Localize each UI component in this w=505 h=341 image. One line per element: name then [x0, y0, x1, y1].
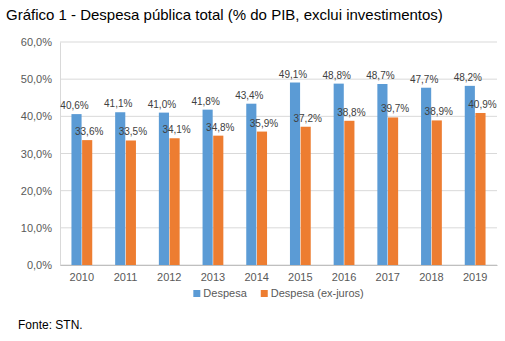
x-tick-label: 2019: [463, 271, 487, 283]
x-tick-label: 2018: [419, 271, 443, 283]
bar: [344, 121, 354, 265]
bar: [213, 136, 223, 265]
x-tick: 2019: [463, 265, 487, 283]
y-tick-label: 0,0%: [27, 259, 52, 271]
y-axis-line: [60, 43, 61, 266]
y-tick-label: 20,0%: [21, 185, 52, 197]
grid-line: [60, 42, 497, 43]
bar: [388, 117, 398, 265]
legend-swatch: [193, 290, 200, 297]
y-tick: 0,0%: [27, 259, 60, 271]
legend-item: Despesa: [193, 287, 247, 299]
bar: [126, 140, 136, 265]
y-axis: 0,0% 10,0% 20,0% 30,0% 40,0% 50,0% 60,0%: [21, 36, 61, 271]
data-label: 41,0%: [148, 99, 176, 110]
x-tick: 2014: [244, 265, 268, 283]
data-label: 41,8%: [191, 96, 219, 107]
bar: [432, 120, 442, 265]
x-tick: 2015: [288, 265, 312, 283]
x-tick-label: 2015: [288, 271, 312, 283]
bar: [170, 138, 180, 265]
bar: [290, 83, 300, 265]
legend-swatch: [261, 290, 268, 297]
data-label: 34,1%: [162, 124, 190, 135]
data-label: 38,8%: [337, 107, 365, 118]
y-tick: 50,0%: [21, 73, 60, 85]
data-label: 35,9%: [250, 118, 278, 129]
data-label: 41,1%: [104, 98, 132, 109]
data-label: 34,8%: [206, 122, 234, 133]
x-tick: 2016: [332, 265, 356, 283]
grid-line: [60, 190, 497, 191]
source: Fonte: STN.: [18, 318, 83, 332]
y-tick: 30,0%: [21, 148, 60, 160]
data-label: 49,1%: [279, 69, 307, 80]
y-tick: 20,0%: [21, 185, 60, 197]
x-tick: 2013: [201, 265, 225, 283]
legend-item: Despesa (ex-juros): [261, 287, 364, 299]
bar: [159, 113, 169, 265]
bar: [301, 127, 311, 265]
bar: [465, 86, 475, 265]
grid: [60, 42, 497, 265]
x-tick: 2011: [114, 265, 138, 283]
bar: [475, 113, 485, 265]
data-label: 43,4%: [235, 90, 263, 101]
data-label: 33,5%: [119, 126, 147, 137]
x-tick-label: 2017: [376, 271, 400, 283]
title: Gráfico 1 - Despesa pública total (% do …: [6, 6, 443, 23]
grid-line: [60, 265, 497, 266]
plot: 0,0%10,0%20,0%30,0%40,0%50,0%60,0%201020…: [21, 36, 498, 283]
bars: [71, 83, 485, 265]
bar: [257, 132, 267, 265]
data-labels: 40,6% 41,1% 41,0% 41,8% 43,4% 49,1% 48,8% 48,7%…: [60, 69, 496, 138]
x-axis-line: [61, 265, 498, 266]
y-tick: 60,0%: [21, 36, 60, 48]
y-tick-label: 10,0%: [21, 222, 52, 234]
data-label: 48,8%: [323, 70, 351, 81]
x-tick-label: 2016: [332, 271, 356, 283]
legend: Despesa Despesa (ex-juros): [193, 287, 363, 299]
x-tick-label: 2012: [157, 271, 181, 283]
chart: Gráfico 1 - Despesa pública total (% do …: [0, 0, 505, 341]
data-label: 40,6%: [60, 100, 88, 111]
y-tick-label: 60,0%: [21, 36, 52, 48]
data-label: 40,9%: [468, 99, 496, 110]
x-tick-label: 2013: [201, 271, 225, 283]
x-tick: 2018: [419, 265, 443, 283]
y-tick-label: 30,0%: [21, 148, 52, 160]
data-label: 48,7%: [366, 70, 394, 81]
data-label: 48,2%: [454, 72, 482, 83]
grid-line: [60, 227, 497, 228]
y-tick-label: 40,0%: [21, 110, 52, 122]
x-tick: 2012: [157, 265, 181, 283]
y-tick: 10,0%: [21, 222, 60, 234]
data-label: 38,9%: [425, 106, 453, 117]
x-tick-label: 2010: [70, 271, 94, 283]
x-axis: 2010 2011 2012 2013 2014 2015 2016 2017 2018 2019: [61, 265, 498, 283]
x-tick: 2010: [70, 265, 94, 283]
bar: [82, 140, 92, 265]
y-tick: 40,0%: [21, 110, 60, 122]
data-label: 37,2%: [293, 113, 321, 124]
data-label: 39,7%: [381, 103, 409, 114]
x-tick-label: 2011: [114, 271, 138, 283]
data-label: 33,6%: [75, 126, 103, 137]
legend-label: Despesa (ex-juros): [271, 287, 364, 299]
bar: [203, 110, 213, 265]
data-label: 47,7%: [410, 74, 438, 85]
y-tick-label: 50,0%: [21, 73, 52, 85]
x-tick-label: 2014: [244, 271, 268, 283]
grid-line: [60, 153, 497, 154]
x-tick: 2017: [376, 265, 400, 283]
legend-label: Despesa: [203, 287, 247, 299]
